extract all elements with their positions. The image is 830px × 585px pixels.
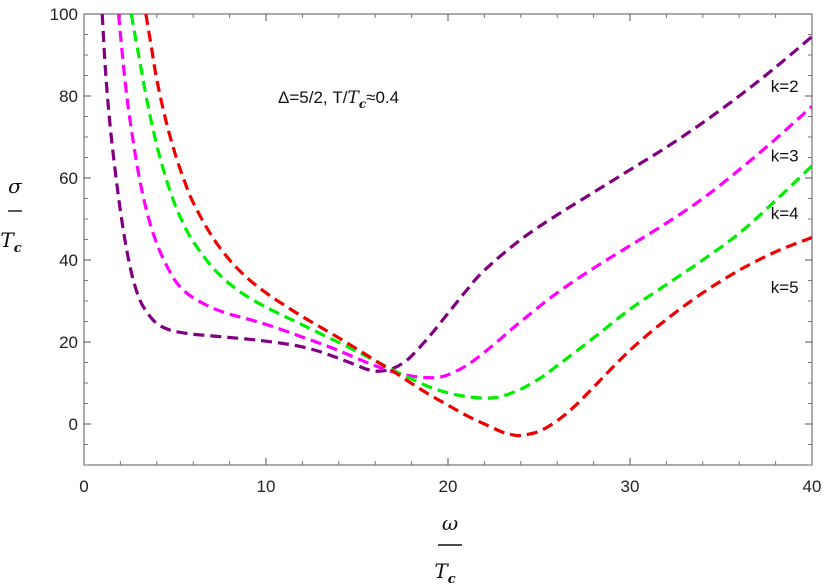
x-axis-ticks: 0 10 20 30 40 <box>79 14 821 496</box>
series-line-k=2 <box>100 14 812 373</box>
series-label-k=2: k=2 <box>771 77 799 96</box>
plot-frame <box>83 13 813 466</box>
y-axis-label: σ Tc <box>0 174 23 256</box>
series-labels: k=2 k=3 k=4 k=5 <box>771 77 799 297</box>
series-line-k=3 <box>116 14 812 380</box>
y-axis-label-denominator: Tc <box>0 228 21 256</box>
series-label-k=4: k=4 <box>771 204 799 223</box>
series-lines <box>100 14 812 438</box>
x-tick-label: 30 <box>621 477 640 496</box>
series-line-k=5 <box>144 14 812 438</box>
x-axis-label: ω Tc <box>434 511 462 585</box>
x-tick-label: 0 <box>79 477 88 496</box>
y-tick-label: 0 <box>69 415 78 434</box>
series-label-k=3: k=3 <box>771 147 799 166</box>
y-tick-label: 20 <box>59 333 78 352</box>
y-axis-label-numerator: σ <box>8 174 23 198</box>
y-tick-label: 40 <box>59 251 78 270</box>
x-tick-label: 20 <box>439 477 458 496</box>
x-axis-label-denominator: Tc <box>434 559 455 585</box>
series-label-k=5: k=5 <box>771 278 799 297</box>
y-axis-ticks: 0 20 40 60 80 100 <box>50 5 812 466</box>
plot-border <box>83 13 813 466</box>
series-line-k=4 <box>129 14 812 400</box>
y-tick-label: 80 <box>59 87 78 106</box>
x-axis-label-numerator: ω <box>442 511 458 535</box>
x-tick-label: 10 <box>257 477 276 496</box>
x-tick-label: 40 <box>803 477 822 496</box>
chart-annotation: Δ=5/2, T/Tc≈0.4 <box>278 88 399 111</box>
y-tick-label: 100 <box>50 5 78 24</box>
y-tick-label: 60 <box>59 169 78 188</box>
